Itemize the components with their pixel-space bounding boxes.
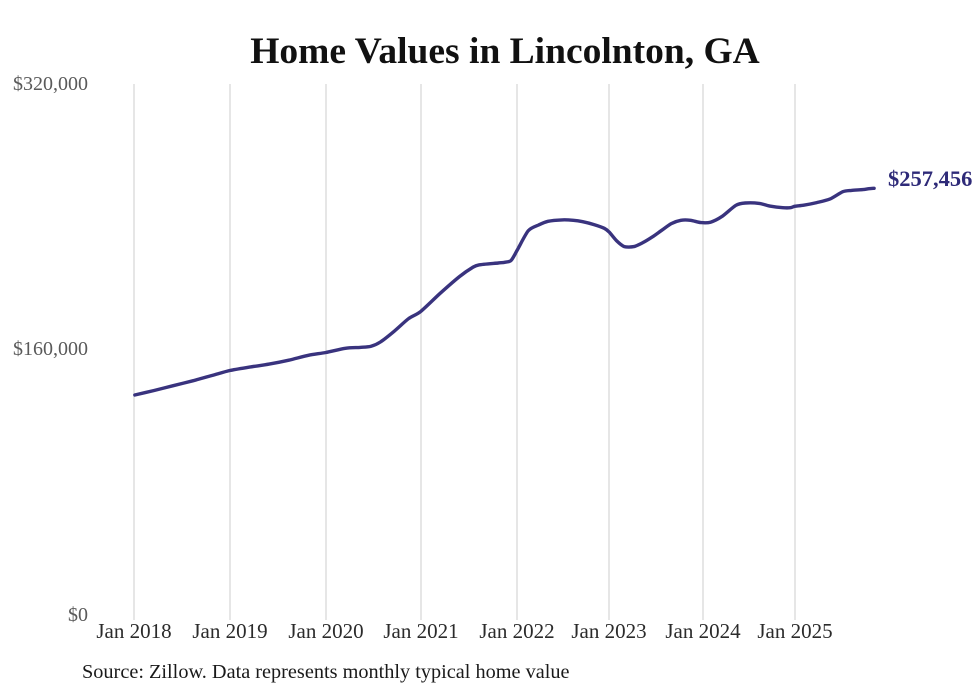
- svg-text:Jan 2024: Jan 2024: [665, 619, 741, 643]
- svg-text:$320,000: $320,000: [13, 73, 88, 95]
- svg-text:Jan 2022: Jan 2022: [479, 619, 554, 643]
- svg-text:Jan 2019: Jan 2019: [192, 619, 267, 643]
- svg-text:$257,456: $257,456: [888, 166, 972, 191]
- svg-text:$0: $0: [68, 604, 88, 626]
- svg-text:Jan 2018: Jan 2018: [96, 619, 171, 643]
- svg-text:$160,000: $160,000: [13, 338, 88, 360]
- svg-text:Jan 2025: Jan 2025: [757, 619, 832, 643]
- svg-text:Jan 2023: Jan 2023: [571, 619, 646, 643]
- svg-text:Jan 2020: Jan 2020: [288, 619, 363, 643]
- svg-text:Jan 2021: Jan 2021: [383, 619, 458, 643]
